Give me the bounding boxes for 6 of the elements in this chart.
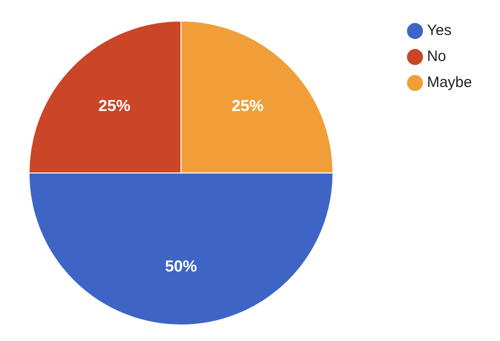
data-label: 50% bbox=[164, 258, 198, 276]
legend-label: Maybe bbox=[426, 74, 472, 91]
legend-label: Yes bbox=[426, 22, 452, 39]
data-label: 25% bbox=[232, 98, 264, 115]
data-label: 25% bbox=[98, 98, 130, 115]
legend-label: No bbox=[426, 48, 446, 65]
